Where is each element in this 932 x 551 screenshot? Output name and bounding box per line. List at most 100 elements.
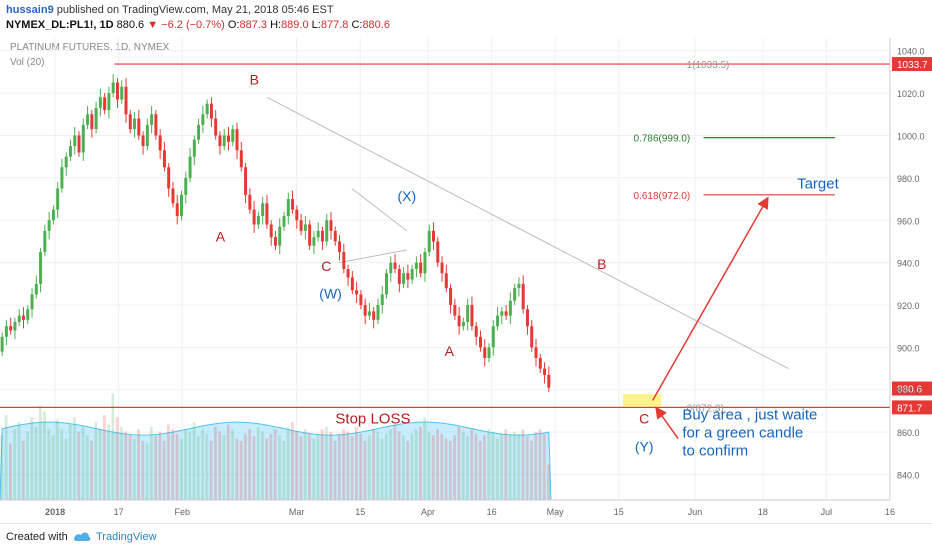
wave-label: (X) [398,188,417,204]
volume-bar [162,441,166,500]
volume-bar [103,415,106,500]
volume-bar [350,436,354,500]
candle-body [282,216,286,227]
volume-bar [308,433,311,500]
y-tick-label: 940.0 [897,259,920,269]
candle-body [47,220,51,231]
candle-body [120,86,124,100]
trendline [266,96,789,370]
volume-bar [538,429,542,500]
volume-bar [188,431,192,500]
volume-bar [179,438,183,500]
candle-body [350,277,354,291]
candle-body [154,114,158,136]
candle-body [393,262,397,269]
candle-body [265,203,269,225]
candle-body [521,283,525,310]
username-link[interactable]: hussain9 [6,4,54,16]
volume-bar [239,441,243,500]
volume-bar [115,417,119,500]
wave-label: (W) [319,286,342,302]
volume-bar [209,441,213,500]
volume-bar [196,436,200,500]
y-tick-label: 900.0 [897,343,920,353]
volume-bar [389,429,392,500]
candle-body [359,294,363,306]
candle-body [43,230,47,253]
candle-body [427,230,431,253]
open-label: O: [227,19,240,31]
candle-body [56,188,60,210]
volume-bar [226,424,230,500]
wave-label: (Y) [635,438,654,454]
volume-bar [542,433,546,500]
volume-bar [145,443,149,500]
price-axis-tag-text: 871.7 [897,403,922,414]
candle-body [77,135,81,153]
candle-body [483,347,487,359]
close-label: C: [351,19,363,31]
high-label: H: [270,19,282,31]
candle-body [30,294,34,310]
candle-body [201,114,205,125]
candle-body [543,368,547,375]
volume-bar [440,433,444,500]
volume-bar [303,429,307,500]
candle-body [184,177,188,195]
volume-bar [504,429,508,500]
price-chart[interactable]: PLATINUM FUTURES, 1D, NYMEX Vol (20) 1(1… [0,38,932,523]
candle-body [538,358,542,369]
candle-body [432,230,435,242]
volume-bar [414,429,418,500]
y-tick-label: 1040.0 [897,47,925,57]
candle-body [380,294,384,306]
candle-body [517,283,521,289]
volume-bar [517,433,521,500]
y-tick-label: 920.0 [897,301,920,311]
candle-body [291,199,295,210]
candle-body [269,224,273,238]
tradingview-link[interactable]: TradingView [96,531,157,543]
volume-bar [9,443,12,500]
volume-bar [0,435,4,500]
volume-bar [175,433,179,500]
candle-body [150,114,154,125]
volume-bar [320,429,324,500]
volume-bar [73,417,76,500]
chart-title: PLATINUM FUTURES, 1D, NYMEX [10,42,170,53]
volume-bar [201,429,205,500]
volume-bar [4,415,8,500]
candle-body [376,305,380,320]
candle-body [273,237,277,246]
candle-body [4,326,8,337]
candle-body [39,252,43,284]
last-price-tag [892,381,932,396]
volume-bar [137,429,140,500]
candle-body [444,273,448,289]
candle-body [90,114,94,130]
candle-body [248,194,252,210]
candle-body [504,311,508,316]
volume-bar [444,438,448,500]
candle-body [137,118,141,136]
publisher-line: hussain9 published on TradingView.com, M… [6,4,334,16]
y-tick-label: 1020.0 [897,89,925,99]
change-value: −6.2 (−0.7%) [161,19,225,31]
y-tick-label: 840.0 [897,471,920,481]
volume-bar [81,426,85,500]
candle-body [308,224,312,246]
candle-body [346,269,350,278]
volume-bar [205,433,209,500]
candle-body [513,288,517,301]
wave-label: A [216,228,226,244]
candle-body [333,230,337,242]
candle-body [299,220,303,231]
volume-bar [132,438,136,500]
fib-level-label: 0(872.3) [687,403,724,414]
volume-bar [367,435,371,500]
y-tick-label: 1000.0 [897,131,925,141]
candle-body [329,220,333,231]
candle-body [487,347,491,359]
x-tick-label: Apr [421,507,435,517]
price-axis-tag-text: 1033.7 [897,60,928,71]
